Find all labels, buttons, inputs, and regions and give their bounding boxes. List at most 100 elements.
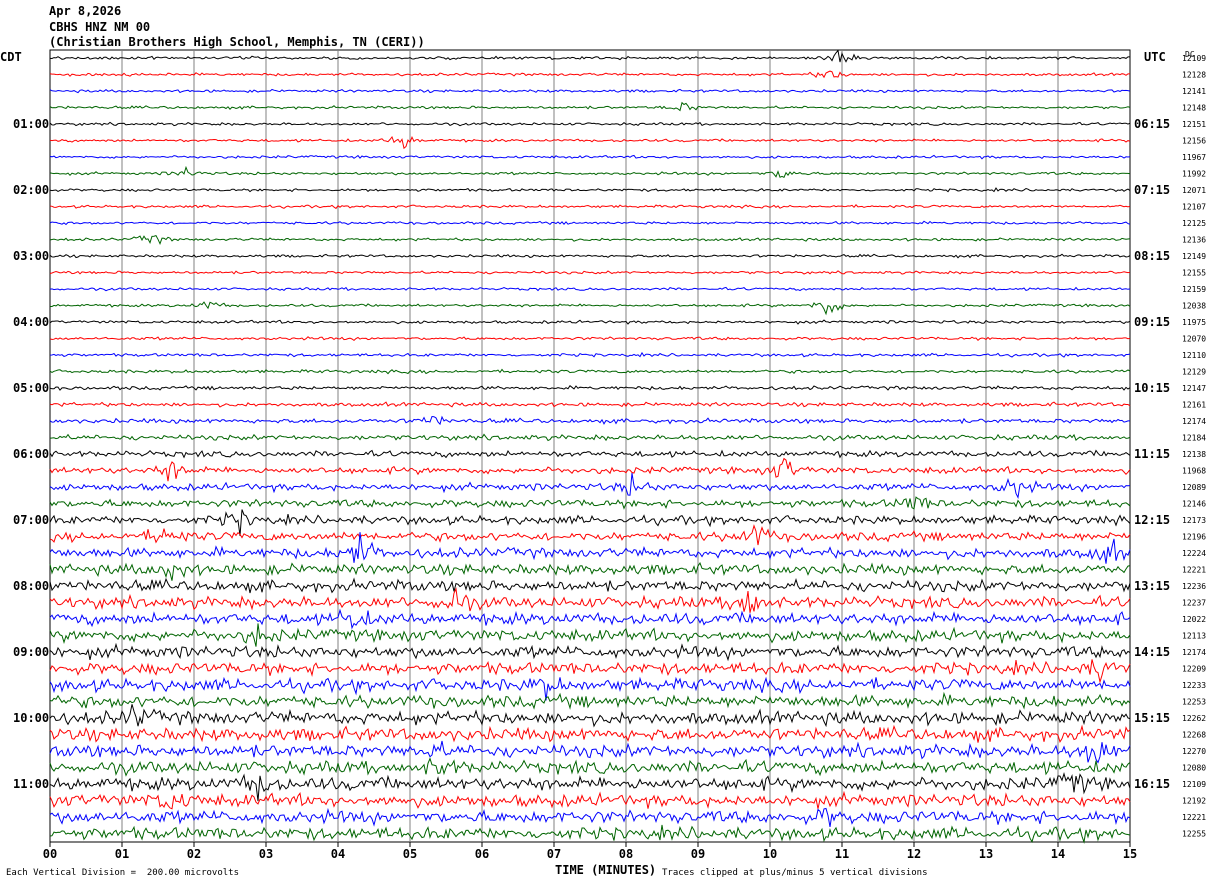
trace-row [49, 368, 1131, 375]
trace-row [49, 473, 1131, 499]
left-hour-label: 04:00 [13, 315, 49, 329]
dc-value-label: 12151 [1182, 120, 1206, 129]
dc-value-label: 11975 [1182, 318, 1206, 327]
station-label: CBHS HNZ NM 00 [49, 20, 151, 34]
trace-row [49, 577, 1131, 594]
x-tick-label: 04 [331, 847, 345, 861]
left-hour-label: 11:00 [13, 777, 49, 791]
trace-row [49, 807, 1131, 827]
trace-row [49, 740, 1131, 764]
right-hour-label: 06:15 [1134, 117, 1170, 131]
right-hour-label: 11:15 [1134, 447, 1170, 461]
right-hour-label: 14:15 [1134, 645, 1170, 659]
dc-value-label: 12255 [1182, 830, 1206, 839]
left-hour-label: 07:00 [13, 513, 49, 527]
trace-row [49, 824, 1131, 844]
dc-value-label: 12107 [1182, 203, 1206, 212]
trace-row [49, 433, 1131, 442]
label-layer: 00 01 02 03 04 05 06 07 08 09 10 11 12 13 14 15 12109 121… [13, 54, 1206, 861]
trace-row [49, 121, 1131, 127]
trace-row [49, 457, 1131, 482]
dc-value-label: 12253 [1182, 698, 1206, 707]
x-axis-title: TIME (MINUTES) [555, 863, 657, 877]
trace-row [49, 49, 1130, 63]
right-hour-label: 15:15 [1134, 711, 1170, 725]
trace-row [49, 449, 1131, 459]
trace-row [49, 642, 1131, 662]
x-tick-label: 07 [547, 847, 561, 861]
trace-row [49, 757, 1131, 777]
trace-row [49, 509, 1131, 536]
left-timezone-label: CDT [0, 50, 22, 64]
trace-row [49, 187, 1131, 193]
trace-row [49, 319, 1131, 325]
trace-row [49, 415, 1130, 426]
dc-value-label: 12147 [1182, 384, 1206, 393]
dc-header-label: DC [1185, 50, 1195, 59]
dc-value-label: 12089 [1182, 483, 1206, 492]
trace-row [49, 676, 1131, 701]
dc-value-label: 12221 [1182, 566, 1206, 575]
trace-row [49, 351, 1131, 358]
trace-row [49, 704, 1131, 728]
x-tick-label: 01 [115, 847, 129, 861]
dc-value-label: 11968 [1182, 467, 1206, 476]
dc-value-label: 12113 [1182, 632, 1206, 641]
left-hour-label: 09:00 [13, 645, 49, 659]
trace-row [49, 165, 1131, 178]
x-tick-label: 03 [259, 847, 273, 861]
vertical-division-note: Each Vertical Division = 200.00 microvol… [6, 868, 239, 878]
trace-row [49, 724, 1131, 743]
dc-value-label: 12071 [1182, 186, 1206, 195]
trace-row [49, 790, 1131, 810]
right-hour-label: 07:15 [1134, 183, 1170, 197]
grid-layer [49, 49, 1131, 847]
x-tick-label: 09 [691, 847, 705, 861]
trace-row [49, 623, 1131, 647]
dc-value-label: 12174 [1182, 648, 1206, 657]
left-hour-label: 02:00 [13, 183, 49, 197]
clip-note: Traces clipped at plus/minus 5 vertical … [662, 868, 928, 878]
x-tick-label: 11 [835, 847, 849, 861]
dc-value-label: 12138 [1182, 450, 1206, 459]
trace-row [49, 70, 1130, 79]
dc-value-label: 12196 [1182, 533, 1206, 542]
dc-value-label: 11967 [1182, 153, 1206, 162]
trace-row [49, 496, 1131, 510]
dc-value-label: 12233 [1182, 681, 1206, 690]
dc-value-label: 12038 [1182, 302, 1206, 311]
trace-row [49, 659, 1131, 684]
x-tick-label: 06 [475, 847, 489, 861]
x-tick-label: 13 [979, 847, 993, 861]
dc-value-label: 12192 [1182, 797, 1206, 806]
dc-value-label: 12129 [1182, 368, 1206, 377]
right-hour-label: 12:15 [1134, 513, 1170, 527]
trace-row [49, 587, 1131, 613]
right-hour-label: 16:15 [1134, 777, 1170, 791]
dc-value-label: 12262 [1182, 714, 1206, 723]
dc-value-label: 12161 [1182, 401, 1206, 410]
trace-row [49, 384, 1131, 391]
trace-row [49, 608, 1131, 630]
dc-value-label: 12109 [1182, 54, 1206, 63]
dc-value-label: 12022 [1182, 615, 1206, 624]
dc-value-label: 12155 [1182, 269, 1206, 278]
x-tick-label: 14 [1051, 847, 1065, 861]
x-tick-label: 00 [43, 847, 57, 861]
dc-value-label: 12209 [1182, 665, 1206, 674]
date-label: Apr 8,2026 [49, 4, 122, 18]
left-hour-label: 01:00 [13, 117, 49, 131]
dc-value-label: 12128 [1182, 71, 1206, 80]
dc-value-label: 12174 [1182, 417, 1206, 426]
left-hour-label: 06:00 [13, 447, 49, 461]
dc-value-label: 12184 [1182, 434, 1206, 443]
dc-value-label: 12173 [1182, 516, 1206, 525]
dc-value-label: 12224 [1182, 549, 1206, 558]
x-tick-label: 05 [403, 847, 417, 861]
trace-row [49, 88, 1131, 94]
trace-row [49, 532, 1131, 564]
trace-row [49, 135, 1131, 150]
dc-value-label: 12148 [1182, 104, 1206, 113]
dc-value-label: 12156 [1182, 137, 1206, 146]
location-label: (Christian Brothers High School, Memphis… [49, 35, 425, 49]
